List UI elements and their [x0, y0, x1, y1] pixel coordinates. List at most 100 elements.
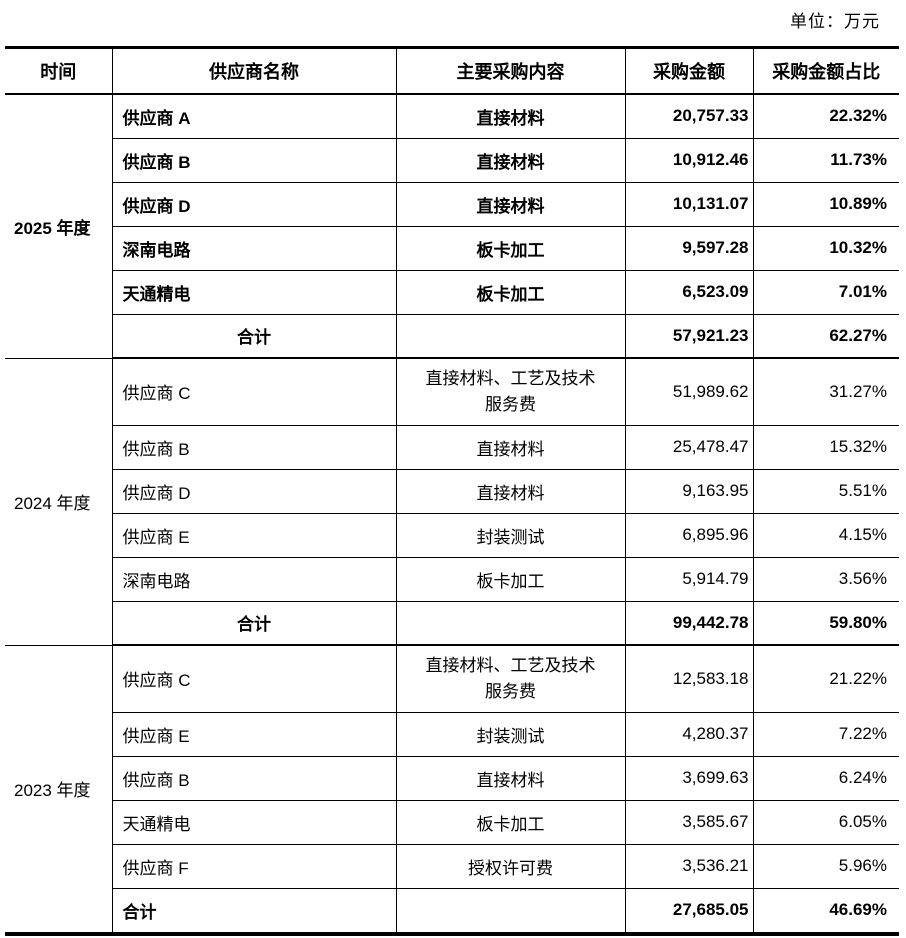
section-2023: 2023 年度 供应商 C 直接材料、工艺及技术服务费 12,583.18 21…: [4, 644, 900, 933]
table-row: 天通精电 板卡加工 6,523.09 7.01%: [5, 269, 900, 315]
supplier-cell: 天通精电: [111, 799, 397, 845]
header-supplier: 供应商名称: [111, 48, 397, 95]
total-row-2025: 合计 57,921.23 62.27%: [5, 313, 900, 359]
content-cell: 封装测试: [395, 512, 626, 558]
supplier-cell: 供应商 D: [111, 181, 397, 227]
supplier-cell: 供应商 B: [111, 755, 397, 801]
content-cell: 直接材料: [395, 181, 626, 227]
header-amount: 采购金额: [624, 48, 754, 95]
content-cell: 直接材料: [395, 137, 626, 183]
total-label-cell: 合计: [111, 887, 397, 933]
total-row-2024: 合计 99,442.78 59.80%: [5, 600, 900, 646]
supplier-cell: 供应商 F: [111, 843, 397, 889]
period-cell-2024: 2024 年度: [4, 357, 113, 646]
total-label-cell: 合计: [111, 313, 397, 359]
unit-label: 单位：万元: [790, 12, 880, 31]
content-cell-empty: [395, 313, 626, 359]
ratio-cell: 3.56%: [752, 556, 900, 602]
ratio-cell: 6.05%: [752, 799, 900, 845]
total-ratio-cell: 59.80%: [752, 600, 900, 646]
procurement-table-wrapper: 时间 供应商名称 主要采购内容 采购金额 采购金额占比 2025 年度 供应商 …: [4, 46, 900, 936]
amount-cell: 25,478.47: [624, 424, 754, 470]
content-cell: 授权许可费: [395, 843, 626, 889]
content-text: 直接材料、工艺及技术服务费: [425, 656, 596, 701]
supplier-cell: 深南电路: [111, 556, 397, 602]
content-cell: 直接材料: [395, 93, 626, 139]
table-row: 2024 年度 供应商 C 直接材料、工艺及技术服务费 51,989.62 31…: [4, 357, 900, 646]
table-row: 2025 年度 供应商 A 直接材料 20,757.33 22.32%: [4, 93, 900, 359]
total-amount-cell: 57,921.23: [624, 313, 754, 359]
procurement-table: 时间 供应商名称 主要采购内容 采购金额 采购金额占比 2025 年度 供应商 …: [4, 48, 900, 933]
content-cell-empty: [395, 887, 626, 933]
ratio-cell: 10.89%: [752, 181, 900, 227]
ratio-cell: 22.32%: [752, 93, 900, 139]
supplier-cell: 供应商 D: [111, 468, 397, 514]
supplier-cell: 供应商 E: [111, 512, 397, 558]
ratio-cell: 21.22%: [752, 644, 900, 713]
ratio-cell: 11.73%: [752, 137, 900, 183]
table-row: 深南电路 板卡加工 9,597.28 10.32%: [5, 225, 900, 271]
ratio-cell: 10.32%: [752, 225, 900, 271]
supplier-cell: 供应商 B: [111, 137, 397, 183]
amount-cell: 9,163.95: [624, 468, 754, 514]
table-row: 供应商 E 封装测试 4,280.37 7.22%: [5, 711, 900, 757]
total-ratio-cell: 62.27%: [752, 313, 900, 359]
ratio-cell: 6.24%: [752, 755, 900, 801]
table-row: 深南电路 板卡加工 5,914.79 3.56%: [5, 556, 900, 602]
period-cell-2023: 2023 年度: [4, 644, 113, 933]
content-text: 直接材料、工艺及技术服务费: [425, 369, 596, 414]
amount-cell: 51,989.62: [624, 357, 754, 426]
header-row: 时间 供应商名称 主要采购内容 采购金额 采购金额占比: [4, 48, 900, 95]
total-amount-cell: 99,442.78: [624, 600, 754, 646]
content-cell: 板卡加工: [395, 269, 626, 315]
ratio-cell: 7.01%: [752, 269, 900, 315]
amount-cell: 5,914.79: [624, 556, 754, 602]
amount-cell: 3,699.63: [624, 755, 754, 801]
amount-cell: 10,131.07: [624, 181, 754, 227]
content-cell: 直接材料: [395, 424, 626, 470]
amount-cell: 3,585.67: [624, 799, 754, 845]
header-time: 时间: [4, 48, 113, 95]
content-cell: 直接材料: [395, 755, 626, 801]
amount-cell: 9,597.28: [624, 225, 754, 271]
amount-cell: 6,523.09: [624, 269, 754, 315]
table-row: 供应商 B 直接材料 25,478.47 15.32%: [5, 424, 900, 470]
table-row: 2023 年度 供应商 C 直接材料、工艺及技术服务费 12,583.18 21…: [4, 644, 900, 933]
section-2024: 2024 年度 供应商 C 直接材料、工艺及技术服务费 51,989.62 31…: [4, 357, 900, 646]
total-ratio-cell: 46.69%: [752, 887, 900, 933]
supplier-cell: 天通精电: [111, 269, 397, 315]
header-ratio: 采购金额占比: [752, 48, 900, 95]
table-row: 天通精电 板卡加工 3,585.67 6.05%: [5, 799, 900, 845]
table-row: 供应商 D 直接材料 10,131.07 10.89%: [5, 181, 900, 227]
supplier-cell: 供应商 A: [111, 93, 397, 139]
total-amount-cell: 27,685.05: [624, 887, 754, 933]
content-cell: 板卡加工: [395, 556, 626, 602]
total-row-2023: 合计 27,685.05 46.69%: [5, 887, 900, 933]
amount-cell: 10,912.46: [624, 137, 754, 183]
amount-cell: 3,536.21: [624, 843, 754, 889]
supplier-cell: 供应商 B: [111, 424, 397, 470]
table-row: 供应商 B 直接材料 10,912.46 11.73%: [5, 137, 900, 183]
content-cell-empty: [395, 600, 626, 646]
total-label-cell: 合计: [111, 600, 397, 646]
supplier-cell: 供应商 E: [111, 711, 397, 757]
amount-cell: 20,757.33: [624, 93, 754, 139]
content-cell: 直接材料、工艺及技术服务费: [395, 644, 626, 713]
content-cell: 直接材料: [395, 468, 626, 514]
supplier-cell: 供应商 C: [111, 357, 397, 426]
content-cell: 板卡加工: [395, 225, 626, 271]
supplier-cell: 深南电路: [111, 225, 397, 271]
table-row: 供应商 E 封装测试 6,895.96 4.15%: [5, 512, 900, 558]
ratio-cell: 15.32%: [752, 424, 900, 470]
content-cell: 封装测试: [395, 711, 626, 757]
ratio-cell: 5.96%: [752, 843, 900, 889]
content-cell: 板卡加工: [395, 799, 626, 845]
table-row: 供应商 F 授权许可费 3,536.21 5.96%: [5, 843, 900, 889]
amount-cell: 12,583.18: [624, 644, 754, 713]
section-2025: 2025 年度 供应商 A 直接材料 20,757.33 22.32% 供应商 …: [4, 93, 900, 359]
table-row: 供应商 D 直接材料 9,163.95 5.51%: [5, 468, 900, 514]
ratio-cell: 5.51%: [752, 468, 900, 514]
amount-cell: 6,895.96: [624, 512, 754, 558]
content-cell: 直接材料、工艺及技术服务费: [395, 357, 626, 426]
header-content: 主要采购内容: [395, 48, 626, 95]
